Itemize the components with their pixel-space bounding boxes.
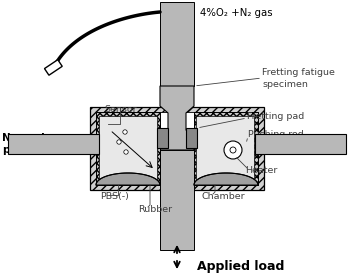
Bar bbox=[255, 134, 346, 154]
Circle shape bbox=[117, 140, 121, 144]
Text: Chamber: Chamber bbox=[202, 192, 246, 201]
Text: Pushing rod: Pushing rod bbox=[248, 130, 304, 139]
Polygon shape bbox=[194, 173, 258, 185]
Text: Heater: Heater bbox=[245, 166, 277, 175]
Bar bbox=[160, 2, 194, 86]
Circle shape bbox=[224, 141, 242, 159]
Circle shape bbox=[124, 150, 128, 154]
Bar bbox=[96, 112, 160, 185]
Circle shape bbox=[123, 130, 127, 134]
Bar bbox=[194, 112, 258, 185]
Polygon shape bbox=[160, 86, 194, 150]
Bar bbox=[44, 60, 62, 75]
Text: Fretting pad: Fretting pad bbox=[247, 112, 304, 121]
Bar bbox=[160, 150, 194, 250]
Text: Fretting fatigue
specimen: Fretting fatigue specimen bbox=[262, 68, 335, 89]
Text: Applied load: Applied load bbox=[197, 260, 284, 273]
Bar bbox=[96, 112, 258, 185]
Bar bbox=[90, 107, 264, 190]
Text: Sensor: Sensor bbox=[104, 105, 137, 114]
Text: PBS(-): PBS(-) bbox=[100, 192, 129, 201]
Polygon shape bbox=[96, 173, 160, 185]
Circle shape bbox=[230, 147, 236, 153]
Text: Rubber: Rubber bbox=[138, 205, 172, 214]
Bar bbox=[186, 128, 197, 148]
Bar bbox=[99, 116, 157, 181]
Bar bbox=[196, 116, 254, 181]
Text: 4%O₂ +N₂ gas: 4%O₂ +N₂ gas bbox=[200, 8, 273, 18]
Text: Normal: Normal bbox=[2, 133, 45, 143]
Bar bbox=[8, 134, 99, 154]
Bar bbox=[157, 128, 168, 148]
Text: pressure: pressure bbox=[2, 145, 54, 155]
